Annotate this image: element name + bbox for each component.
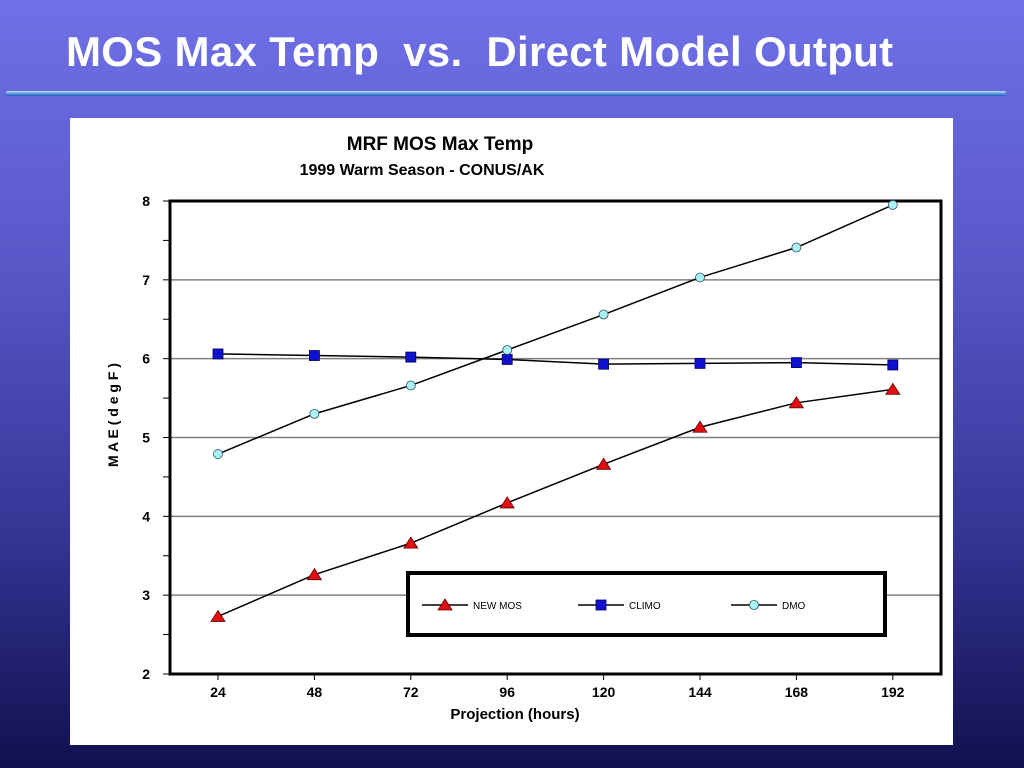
x-tick-label: 96 — [499, 684, 515, 700]
dmo-point — [791, 242, 802, 253]
x-tick-label: 48 — [307, 684, 323, 700]
dmo-point — [887, 200, 898, 210]
dmo-point — [502, 345, 513, 355]
y-tick-label: 3 — [142, 587, 150, 603]
legend-marker-climo — [595, 599, 607, 611]
new-mos-point — [210, 609, 226, 622]
title-divider — [6, 91, 1006, 96]
slide-title: MOS Max Temp vs. Direct Model Output — [66, 28, 894, 75]
dmo-point — [695, 272, 705, 283]
new-mos-point — [306, 567, 323, 581]
y-tick-label: 7 — [142, 272, 150, 288]
climo-point — [405, 351, 417, 363]
climo-series-line — [217, 353, 893, 366]
y-tick-label: 4 — [142, 508, 150, 524]
y-tick-label: 6 — [142, 351, 150, 367]
chart-title: MRF MOS Max Temp — [347, 134, 534, 155]
y-tick-label: 2 — [142, 666, 150, 682]
legend: NEW MOS CLIMO DMO — [406, 571, 887, 637]
legend-entry-new-mos: NEW MOS — [422, 598, 522, 612]
new-mos-point — [692, 420, 708, 433]
climo-point — [791, 357, 802, 369]
new-mos-point — [885, 382, 901, 395]
x-tick-label: 192 — [881, 684, 905, 700]
climo-point — [501, 354, 513, 365]
legend-label: NEW MOS — [473, 601, 522, 612]
y-axis-label: M A E ( d e g F ) — [105, 363, 121, 467]
legend-label: CLIMO — [629, 601, 661, 612]
climo-point — [598, 358, 609, 370]
x-tick-label: 24 — [210, 684, 226, 700]
x-tick-label: 168 — [785, 684, 809, 700]
dmo-point — [213, 449, 223, 459]
legend-label: DMO — [782, 601, 806, 612]
chart-panel: MRF MOS Max Temp 1999 Warm Season - CONU… — [70, 118, 953, 745]
x-tick-label: 72 — [403, 684, 419, 700]
legend-marker-new-mos — [437, 598, 453, 611]
new-mos-point — [595, 457, 612, 470]
y-tick-label: 5 — [142, 430, 150, 446]
legend-entry-dmo: DMO — [731, 600, 806, 612]
dmo-series-line — [217, 204, 894, 455]
line-chart: MRF MOS Max Temp 1999 Warm Season - CONU… — [105, 134, 943, 723]
chart-subtitle: 1999 Warm Season - CONUS/AK — [300, 162, 545, 179]
legend-box — [406, 571, 887, 637]
plot-frame — [168, 199, 943, 676]
x-tick-label: 120 — [592, 684, 616, 700]
legend-marker-dmo — [749, 600, 759, 610]
new-mos-point — [403, 536, 419, 549]
dmo-point — [598, 309, 609, 320]
legend-entry-climo: CLIMO — [578, 599, 661, 612]
climo-point — [308, 350, 320, 361]
climo-point — [887, 359, 899, 371]
dmo-point — [405, 380, 416, 391]
new-mos-point — [788, 396, 805, 409]
dmo-point — [309, 408, 320, 419]
x-axis-label: Projection (hours) — [450, 706, 579, 723]
new-mos-series-line — [217, 388, 893, 618]
climo-point — [694, 357, 706, 369]
climo-point — [212, 348, 224, 360]
new-mos-point — [499, 496, 515, 509]
y-tick-label: 8 — [142, 193, 150, 209]
x-tick-label: 144 — [688, 684, 712, 700]
